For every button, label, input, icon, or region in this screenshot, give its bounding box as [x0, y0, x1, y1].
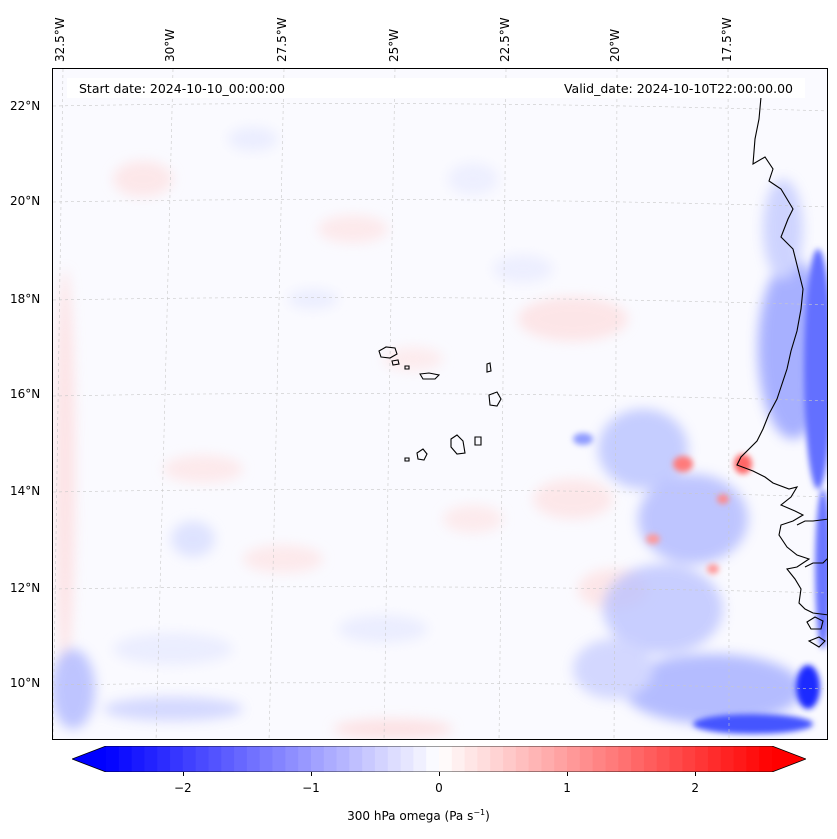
colorbar-scale	[70, 745, 808, 773]
colorbar-segment	[579, 746, 594, 772]
lat-label-12n: 12°N	[10, 581, 41, 595]
omega-field	[53, 69, 827, 739]
colorbar-segment	[106, 746, 120, 772]
colorbar-segment	[285, 746, 299, 772]
colorbar-label: 300 hPa omega (Pa s−1)	[347, 808, 490, 823]
graticule	[53, 69, 827, 739]
lon-label-20w: 20°W	[608, 28, 622, 62]
colorbar-segment	[720, 746, 735, 772]
colorbar-segment	[246, 746, 261, 772]
colorbar-segment	[618, 746, 632, 772]
colorbar-segment	[426, 746, 440, 772]
colorbar-segment	[221, 746, 235, 772]
colorbar-segment	[374, 746, 389, 772]
colorbar-segment	[208, 746, 222, 772]
colorbar-tick-label: 1	[563, 781, 571, 795]
colorbar-tick-label: −1	[302, 781, 320, 795]
colorbar	[70, 745, 808, 773]
colorbar-segment	[695, 746, 709, 772]
colorbar-segment	[567, 746, 581, 772]
colorbar-segment	[157, 746, 171, 772]
lon-label-32-5w: 32.5°W	[53, 17, 67, 62]
colorbar-segment	[272, 746, 286, 772]
lat-label-18n: 18°N	[10, 292, 41, 306]
colorbar-segment	[259, 746, 274, 772]
lon-label-30w: 30°W	[163, 28, 177, 62]
colorbar-segment	[605, 746, 619, 772]
lon-label-22-5w: 22.5°W	[498, 17, 512, 62]
date-strip: Start date: 2024-10-10_00:00:00 Valid_da…	[67, 78, 805, 98]
colorbar-segment	[592, 746, 607, 772]
colorbar-segment	[503, 746, 517, 772]
colorbar-tick-label: 2	[691, 781, 699, 795]
colorbar-segment	[362, 746, 376, 772]
colorbar-extend-min	[72, 746, 106, 772]
lat-label-20n: 20°N	[10, 194, 41, 208]
colorbar-segment	[490, 746, 504, 772]
colorbar-segment	[439, 746, 453, 772]
colorbar-segment	[707, 746, 722, 772]
colorbar-segment	[554, 746, 568, 772]
colorbar-segment	[451, 746, 466, 772]
colorbar-segment	[656, 746, 671, 772]
colorbar-tick-label: −2	[173, 781, 192, 795]
colorbar-segment	[349, 746, 363, 772]
colorbar-segment	[413, 746, 427, 772]
lon-label-25w: 25°W	[387, 28, 401, 62]
colorbar-segment	[464, 746, 479, 772]
colorbar-segment	[336, 746, 350, 772]
colorbar-segment	[400, 746, 414, 772]
colorbar-tick-mark	[567, 772, 569, 776]
map-panel: Start date: 2024-10-10_00:00:00 Valid_da…	[52, 68, 828, 740]
cape-verde-islands	[378, 346, 502, 462]
colorbar-segment	[759, 746, 773, 772]
colorbar-segment	[387, 746, 402, 772]
colorbar-segment	[733, 746, 747, 772]
lat-label-14n: 14°N	[10, 484, 41, 498]
colorbar-tick-mark	[182, 772, 184, 776]
colorbar-segment	[541, 746, 555, 772]
start-date: Start date: 2024-10-10_00:00:00	[79, 80, 285, 96]
colorbar-tick-mark	[310, 772, 312, 776]
colorbar-segment	[669, 746, 683, 772]
colorbar-segment	[310, 746, 325, 772]
colorbar-segment	[528, 746, 543, 772]
colorbar-segment	[643, 746, 658, 772]
colorbar-segment	[182, 746, 197, 772]
lat-label-10n: 10°N	[10, 676, 41, 690]
colorbar-tick-mark	[695, 772, 697, 776]
colorbar-extend-max	[772, 746, 806, 772]
colorbar-segment	[118, 746, 133, 772]
valid-date: Valid_date: 2024-10-10T22:00:00.00	[563, 80, 793, 96]
colorbar-segment	[131, 746, 146, 772]
colorbar-segment	[682, 746, 696, 772]
lat-label-22n: 22°N	[10, 99, 41, 113]
colorbar-segment	[477, 746, 491, 772]
colorbar-segment	[170, 746, 184, 772]
lon-label-17-5w: 17.5°W	[720, 17, 734, 62]
africa-coastline	[736, 96, 827, 648]
colorbar-segment	[298, 746, 312, 772]
lat-label-16n: 16°N	[10, 387, 41, 401]
colorbar-segment	[515, 746, 530, 772]
colorbar-segment	[323, 746, 338, 772]
colorbar-segment	[631, 746, 645, 772]
colorbar-tick-label: 0	[435, 781, 443, 795]
colorbar-segment	[234, 746, 248, 772]
colorbar-segment	[144, 746, 158, 772]
colorbar-tick-mark	[439, 772, 440, 776]
lon-label-27-5w: 27.5°W	[275, 17, 289, 62]
colorbar-segment	[746, 746, 760, 772]
colorbar-segment	[195, 746, 210, 772]
